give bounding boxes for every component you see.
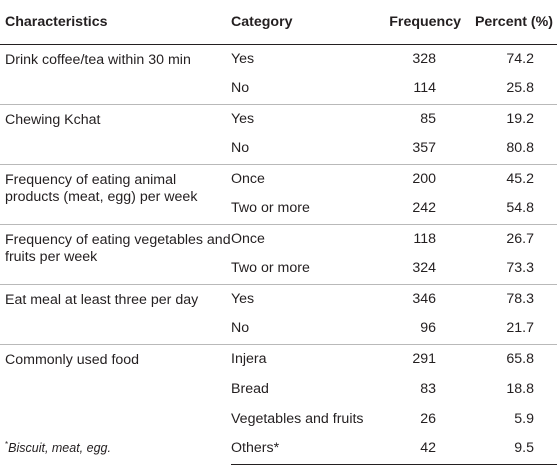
table-row: No 96 21.7 <box>0 314 557 344</box>
table-row: Vegetables and fruits 26 5.9 <box>0 404 557 434</box>
header-percent: Percent (%) <box>464 0 557 45</box>
category-cell: Yes <box>231 283 378 314</box>
characteristic-cell: Chewing Kchat <box>0 103 231 164</box>
category-cell: Two or more <box>231 200 310 217</box>
characteristic-cell: Frequency of eating vegetables and fruit… <box>0 223 231 284</box>
percent-cell: 80.8 <box>506 140 534 157</box>
table-row: Bread 83 18.8 <box>0 374 557 404</box>
percent-cell: 9.5 <box>464 434 557 465</box>
table-row: Others* 42 9.5 <box>0 434 557 465</box>
header-characteristics: Characteristics <box>0 0 231 45</box>
category-cell: Two or more <box>231 260 310 277</box>
percent-cell: 54.8 <box>506 200 534 217</box>
category-cell: Bread <box>231 380 269 397</box>
header-row: Characteristics Category Frequency Perce… <box>0 0 557 45</box>
frequency-cell: 357 <box>412 140 436 157</box>
frequency-cell: 324 <box>412 260 436 277</box>
frequency-cell: 83 <box>420 380 436 397</box>
frequency-cell: 328 <box>412 50 436 67</box>
percent-cell: 21.7 <box>506 320 534 337</box>
characteristic-cell: Commonly used food <box>0 343 231 464</box>
frequency-cell: 346 <box>378 283 464 314</box>
table-body: Drink coffee/tea within 30 min Yes 328 7… <box>0 44 557 465</box>
percent-cell: 65.8 <box>464 343 557 374</box>
table-footnote: *Biscuit, meat, egg. <box>5 440 111 455</box>
category-cell: Vegetables and fruits <box>231 410 364 427</box>
percent-cell: 74.2 <box>506 50 534 67</box>
table-row: No 114 25.8 <box>0 74 557 104</box>
frequency-cell: 200 <box>378 163 464 194</box>
percent-cell: 26.7 <box>464 223 557 254</box>
characteristic-cell: Eat meal at least three per day <box>0 283 231 344</box>
frequency-cell: 242 <box>412 200 436 217</box>
category-cell: No <box>231 80 250 97</box>
percent-cell: 25.8 <box>506 80 534 97</box>
frequency-cell: 118 <box>378 223 464 254</box>
header-category: Category <box>231 0 378 45</box>
percent-cell: 73.3 <box>506 260 534 277</box>
category-cell: Once <box>231 223 378 254</box>
table-header: Characteristics Category Frequency Perce… <box>0 0 557 45</box>
category-cell: Injera <box>231 343 378 374</box>
frequency-cell: 114 <box>413 80 436 97</box>
frequency-cell: 26 <box>420 410 436 427</box>
header-frequency: Frequency <box>378 0 464 45</box>
percent-cell: 78.3 <box>464 283 557 314</box>
footnote-text: Biscuit, meat, egg. <box>8 441 111 456</box>
table-row: Eat meal at least three per day Yes 346 … <box>0 283 557 344</box>
table-row: Commonly used food Injera 291 65.8 <box>0 343 557 464</box>
category-cell: No <box>231 140 250 157</box>
category-cell: Yes <box>231 103 378 134</box>
characteristic-cell: Drink coffee/tea within 30 min <box>5 51 191 68</box>
footnote-marker: * <box>5 440 9 449</box>
frequency-cell: 85 <box>378 103 464 134</box>
percent-cell: 5.9 <box>514 410 534 427</box>
percent-cell: 18.8 <box>506 380 534 397</box>
table-row: Drink coffee/tea within 30 min Yes 328 7… <box>0 44 557 74</box>
table-row: Two or more 324 73.3 <box>0 254 557 284</box>
frequency-cell: 96 <box>420 320 436 337</box>
frequency-cell: 42 <box>378 434 464 465</box>
table-row: Chewing Kchat Yes 85 19.2 <box>0 103 557 164</box>
table-row: Frequency of eating animal products (mea… <box>0 163 557 224</box>
table-row: Frequency of eating vegetables and fruit… <box>0 223 557 284</box>
category-cell: Once <box>231 163 378 194</box>
percent-cell: 19.2 <box>464 103 557 134</box>
characteristic-cell: Frequency of eating animal products (mea… <box>0 163 231 224</box>
category-cell: No <box>231 320 250 337</box>
table-row: No 357 80.8 <box>0 134 557 164</box>
category-cell: Yes <box>231 50 255 67</box>
percent-cell: 45.2 <box>464 163 557 194</box>
frequency-cell: 291 <box>378 343 464 374</box>
category-cell: Others* <box>231 434 378 465</box>
table-row: Two or more 242 54.8 <box>0 194 557 224</box>
